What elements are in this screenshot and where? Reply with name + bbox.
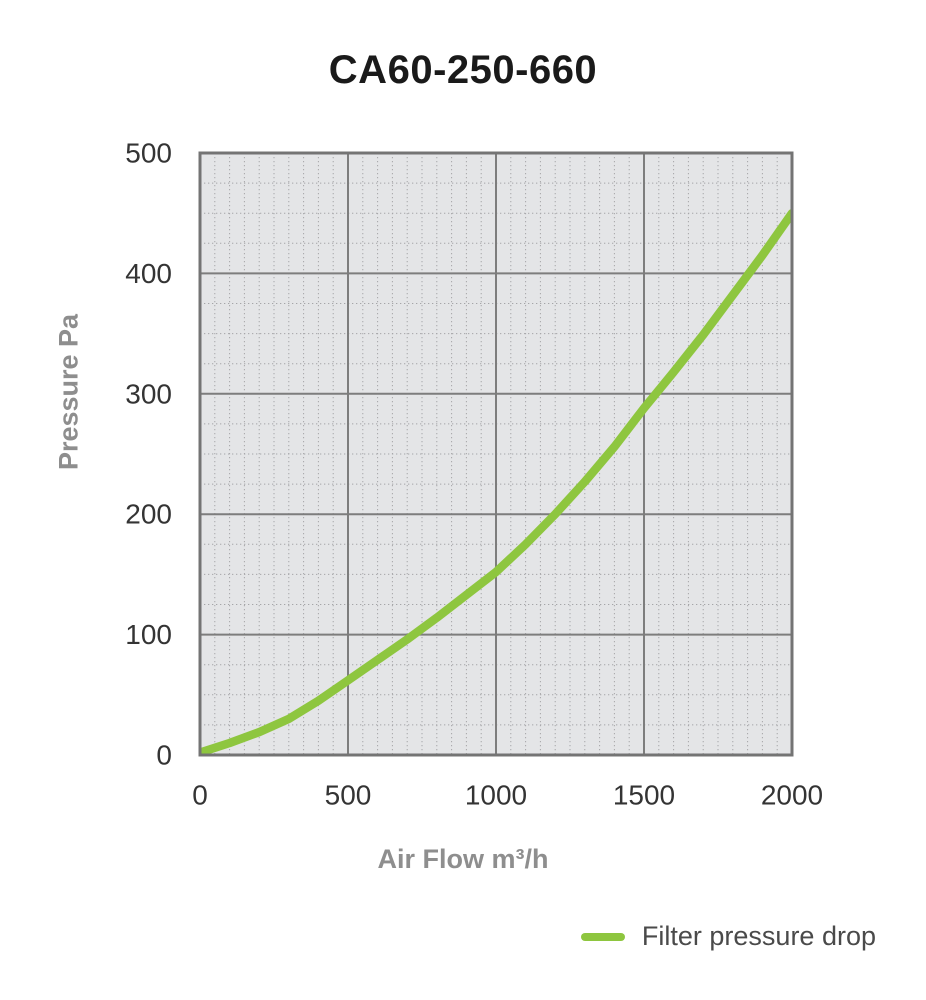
plot-border (198, 151, 794, 757)
x-tick-label: 500 (325, 780, 372, 811)
x-tick-label: 0 (192, 780, 208, 811)
y-tick-label: 400 (125, 258, 172, 289)
x-axis-title: Air Flow m³/h (377, 844, 549, 874)
y-tick-label: 0 (156, 740, 172, 771)
legend-label-filter-pressure-drop: Filter pressure drop (641, 921, 876, 951)
x-tick-label: 1500 (613, 780, 675, 811)
x-tick-label: 2000 (761, 780, 823, 811)
legend: Filter pressure drop (580, 921, 876, 952)
y-tick-label: 100 (125, 619, 172, 650)
x-tick-label: 1000 (465, 780, 527, 811)
chart-title: CA60-250-660 (328, 48, 598, 92)
series-line-filter-pressure-drop (200, 208, 792, 755)
y-tick-label: 200 (125, 499, 172, 530)
y-tick-label: 500 (125, 138, 172, 169)
y-tick-label: 300 (125, 378, 172, 409)
legend-swatch-filter-pressure-drop (580, 932, 625, 941)
